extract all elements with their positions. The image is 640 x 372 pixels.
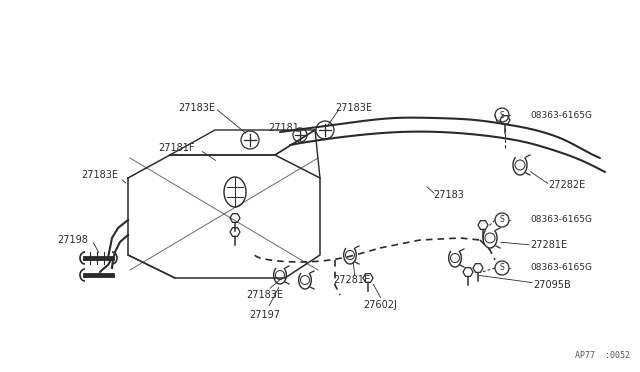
Text: 27602J: 27602J — [363, 300, 397, 310]
Text: 27095B: 27095B — [533, 280, 571, 290]
Text: 08363-6165G: 08363-6165G — [530, 110, 592, 119]
Text: S: S — [500, 110, 504, 119]
Text: 27183E: 27183E — [178, 103, 215, 113]
Text: 08363-6165G: 08363-6165G — [530, 215, 592, 224]
Text: 27281E: 27281E — [530, 240, 567, 250]
Text: 27183: 27183 — [433, 190, 464, 200]
Text: S: S — [500, 263, 504, 273]
Text: 27281E: 27281E — [333, 275, 371, 285]
Text: 27198: 27198 — [57, 235, 88, 245]
Text: 27183E: 27183E — [246, 290, 284, 300]
Text: 27183E: 27183E — [335, 103, 372, 113]
Text: 27183E: 27183E — [81, 170, 118, 180]
Text: S: S — [500, 215, 504, 224]
Text: 27181: 27181 — [268, 123, 299, 133]
Text: 08363-6165G: 08363-6165G — [530, 263, 592, 273]
Text: AP77  :0052: AP77 :0052 — [575, 351, 630, 360]
Text: 27197: 27197 — [250, 310, 280, 320]
Text: 27282E: 27282E — [548, 180, 585, 190]
Text: 27181F: 27181F — [159, 143, 195, 153]
